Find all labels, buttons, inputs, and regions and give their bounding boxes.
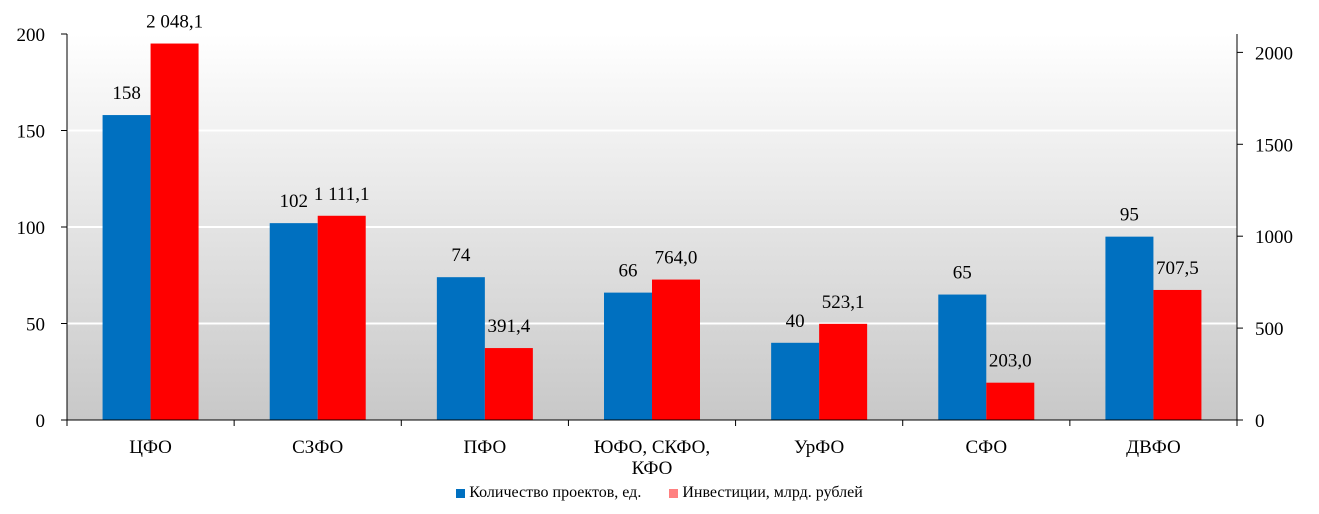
y-left-tick-label: 150 bbox=[17, 122, 46, 143]
bar-projects bbox=[102, 115, 151, 420]
data-label-projects: 74 bbox=[451, 245, 471, 266]
category-label: ДВФО bbox=[1126, 437, 1181, 458]
category-label: СФО bbox=[965, 437, 1007, 458]
bar-investments bbox=[819, 323, 868, 420]
legend-item-projects: Количество проектов, ед. bbox=[456, 484, 641, 502]
category-label: ЮФО, СКФО, bbox=[594, 437, 710, 458]
bar-investments bbox=[317, 215, 366, 420]
bar-projects bbox=[436, 277, 485, 420]
legend: Количество проектов, ед. Инвестиции, млр… bbox=[0, 484, 1319, 503]
data-label-investments: 707,5 bbox=[1156, 258, 1199, 279]
bar-investments bbox=[986, 382, 1035, 420]
bar-investments bbox=[652, 279, 700, 420]
y-left-tick-label: 50 bbox=[26, 315, 45, 336]
bar-projects bbox=[1105, 236, 1154, 420]
legend-item-investments: Инвестиции, млрд. рублей bbox=[669, 484, 863, 502]
data-label-investments: 523,1 bbox=[822, 292, 865, 313]
legend-swatch-investments bbox=[669, 488, 679, 498]
bar-projects bbox=[771, 342, 820, 420]
category-label: УрФО bbox=[794, 437, 844, 458]
bar-investments bbox=[1153, 289, 1202, 420]
y-right-tick-label: 2000 bbox=[1255, 43, 1293, 64]
y-right-tick-label: 1500 bbox=[1255, 135, 1293, 156]
bar-projects bbox=[938, 294, 987, 420]
data-label-projects: 102 bbox=[279, 191, 308, 212]
data-label-projects: 40 bbox=[786, 311, 805, 332]
bar-investments bbox=[484, 348, 533, 420]
data-label-projects: 158 bbox=[112, 83, 141, 104]
data-label-investments: 391,4 bbox=[487, 316, 530, 337]
legend-label-investments: Инвестиции, млрд. рублей bbox=[682, 484, 863, 501]
data-label-projects: 95 bbox=[1120, 205, 1139, 226]
category-label: ЦФО bbox=[129, 437, 172, 458]
y-left-tick-label: 200 bbox=[17, 25, 46, 46]
data-label-projects: 65 bbox=[953, 263, 972, 284]
data-label-investments: 203,0 bbox=[989, 351, 1032, 372]
data-label-investments: 2 048,1 bbox=[146, 12, 203, 33]
data-label-projects: 66 bbox=[619, 261, 638, 282]
legend-label-projects: Количество проектов, ед. bbox=[469, 484, 642, 501]
y-right-tick-label: 0 bbox=[1255, 411, 1265, 432]
category-label: СЗФО bbox=[292, 437, 343, 458]
bar-projects bbox=[269, 223, 318, 420]
legend-swatch-projects bbox=[456, 488, 466, 498]
bar-investments bbox=[150, 43, 199, 421]
bar-projects bbox=[604, 292, 652, 420]
data-label-investments: 764,0 bbox=[655, 248, 698, 269]
y-right-tick-label: 1000 bbox=[1255, 227, 1293, 248]
y-left-tick-label: 100 bbox=[17, 218, 46, 239]
y-left-tick-label: 0 bbox=[36, 411, 46, 432]
y-right-tick-label: 500 bbox=[1255, 319, 1284, 340]
category-label: ПФО bbox=[464, 437, 507, 458]
data-label-investments: 1 111,1 bbox=[314, 184, 370, 205]
category-label: КФО bbox=[632, 458, 673, 479]
